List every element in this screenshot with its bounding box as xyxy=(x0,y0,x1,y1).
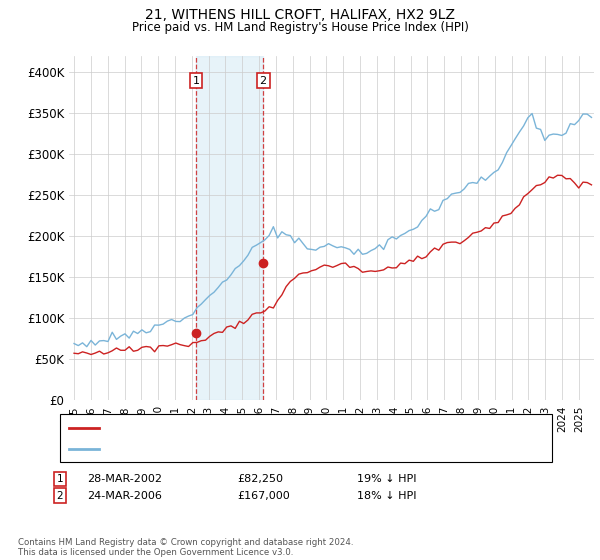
Text: 2: 2 xyxy=(260,76,267,86)
Text: Price paid vs. HM Land Registry's House Price Index (HPI): Price paid vs. HM Land Registry's House … xyxy=(131,21,469,34)
Text: £167,000: £167,000 xyxy=(237,491,290,501)
Text: 1: 1 xyxy=(193,76,199,86)
Text: 21, WITHENS HILL CROFT, HALIFAX, HX2 9LZ (detached house): 21, WITHENS HILL CROFT, HALIFAX, HX2 9LZ… xyxy=(105,423,449,433)
Text: 19% ↓ HPI: 19% ↓ HPI xyxy=(357,474,416,484)
Text: 21, WITHENS HILL CROFT, HALIFAX, HX2 9LZ: 21, WITHENS HILL CROFT, HALIFAX, HX2 9LZ xyxy=(145,8,455,22)
Bar xyxy=(196,56,263,400)
Text: 18% ↓ HPI: 18% ↓ HPI xyxy=(357,491,416,501)
Text: 2: 2 xyxy=(56,491,64,501)
Text: HPI: Average price, detached house, Calderdale: HPI: Average price, detached house, Cald… xyxy=(105,444,366,454)
Text: 1: 1 xyxy=(56,474,64,484)
Text: 28-MAR-2002: 28-MAR-2002 xyxy=(87,474,162,484)
Text: £82,250: £82,250 xyxy=(237,474,283,484)
Text: Contains HM Land Registry data © Crown copyright and database right 2024.
This d: Contains HM Land Registry data © Crown c… xyxy=(18,538,353,557)
Text: 24-MAR-2006: 24-MAR-2006 xyxy=(87,491,162,501)
